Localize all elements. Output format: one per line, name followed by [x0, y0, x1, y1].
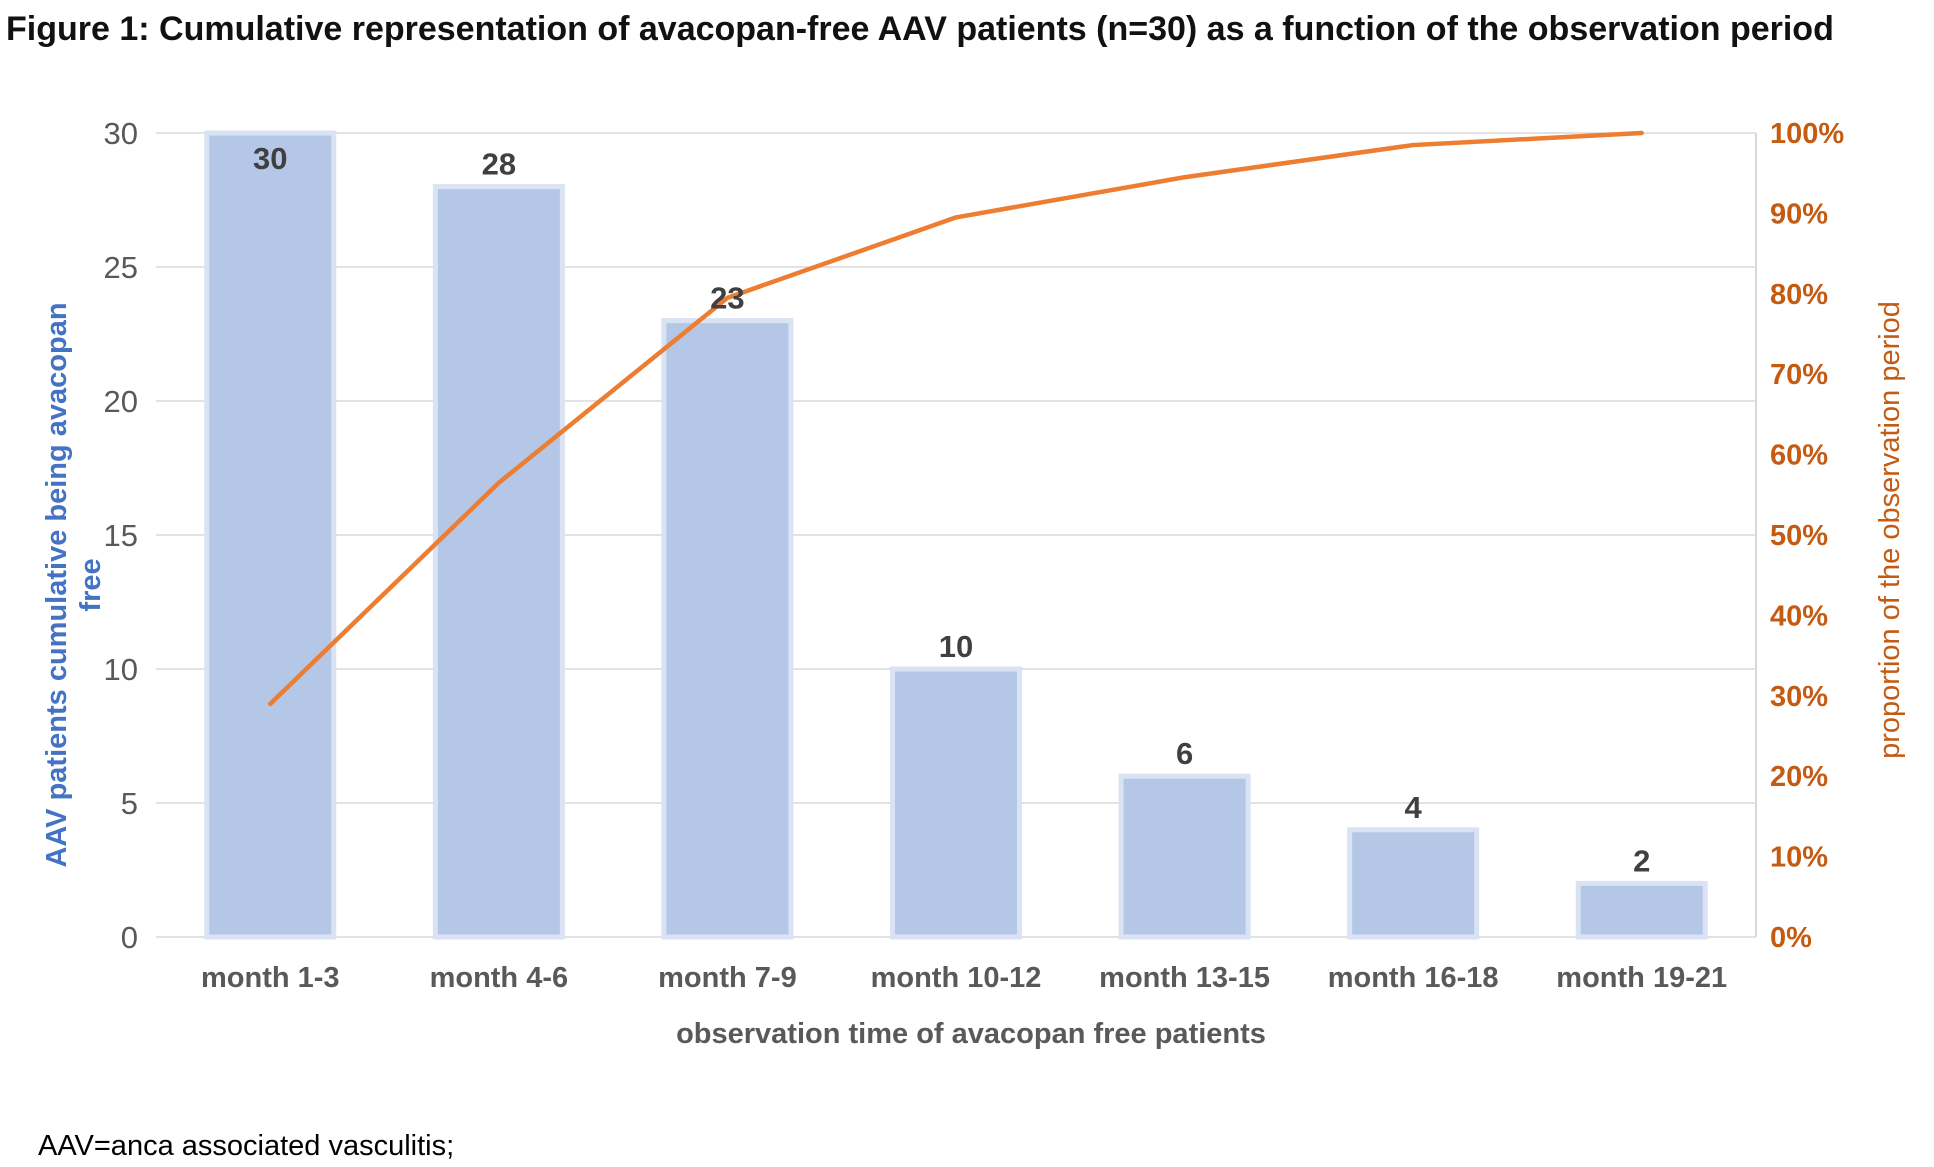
right-tick-label: 10% [1770, 842, 1828, 874]
bar [1575, 880, 1708, 940]
right-tick-label: 0% [1770, 922, 1812, 954]
bar-data-label: 2 [1633, 843, 1650, 878]
bar-data-labels: 30 28 23 10 6 4 2 [253, 141, 1650, 878]
left-axis-title-line: AAV patients cumulative being avacopan [41, 302, 73, 867]
bar-data-label: 6 [1176, 736, 1193, 771]
left-tick-label: 20 [104, 384, 138, 419]
bar-data-label: 30 [253, 141, 287, 176]
left-tick-label: 5 [121, 786, 138, 821]
left-tick-label: 0 [121, 920, 138, 955]
bar [661, 318, 794, 940]
bar [1347, 827, 1480, 940]
bar [432, 184, 565, 940]
bar-data-label: 4 [1405, 790, 1423, 825]
category-label: month 13-15 [1099, 962, 1270, 994]
line-series-group [268, 130, 1644, 707]
bar-series [204, 130, 1708, 940]
bar [1118, 773, 1251, 940]
bar [204, 130, 337, 940]
right-tick-label: 90% [1770, 198, 1828, 230]
left-axis-ticks: 0 5 10 15 20 25 30 [104, 116, 138, 955]
bar [890, 666, 1022, 940]
right-axis-title: proportion of the observation period [1874, 301, 1906, 759]
category-label: month 10-12 [871, 962, 1042, 994]
left-tick-label: 30 [104, 116, 138, 151]
left-axis-title: AAV patients cumulative being avacopanfr… [41, 302, 107, 867]
right-tick-label: 80% [1770, 279, 1828, 311]
bar-data-label: 23 [710, 281, 744, 316]
bar-data-label: 10 [939, 629, 973, 664]
category-label: month 1-3 [201, 962, 340, 994]
left-tick-label: 10 [104, 652, 138, 687]
category-label: month 19-21 [1556, 962, 1727, 994]
left-axis-title-line: free [75, 558, 107, 611]
right-axis-ticks: 0% 10% 20% 30% 40% 50% 60% 70% 80% 90% 100% [1770, 118, 1844, 954]
footnote: AAV=anca associated vasculitis; [38, 1130, 454, 1162]
bar-data-label: 28 [482, 147, 516, 182]
category-label: month 16-18 [1328, 962, 1499, 994]
left-tick-label: 15 [104, 518, 138, 553]
left-tick-label: 25 [104, 250, 138, 285]
right-tick-label: 50% [1770, 520, 1828, 552]
category-label: month 7-9 [658, 962, 797, 994]
right-tick-label: 60% [1770, 440, 1828, 472]
category-label: month 4-6 [430, 962, 569, 994]
right-tick-label: 20% [1770, 761, 1828, 793]
x-axis-title: observation time of avacopan free patien… [676, 1018, 1266, 1050]
right-tick-label: 30% [1770, 681, 1828, 713]
right-tick-label: 40% [1770, 600, 1828, 632]
right-tick-label: 100% [1770, 118, 1844, 150]
category-labels: month 1-3 month 4-6 month 7-9 month 10-12 mo… [201, 962, 1727, 994]
figure-title: Figure 1: Cumulative representation of a… [6, 10, 1834, 48]
right-tick-label: 70% [1770, 359, 1828, 391]
